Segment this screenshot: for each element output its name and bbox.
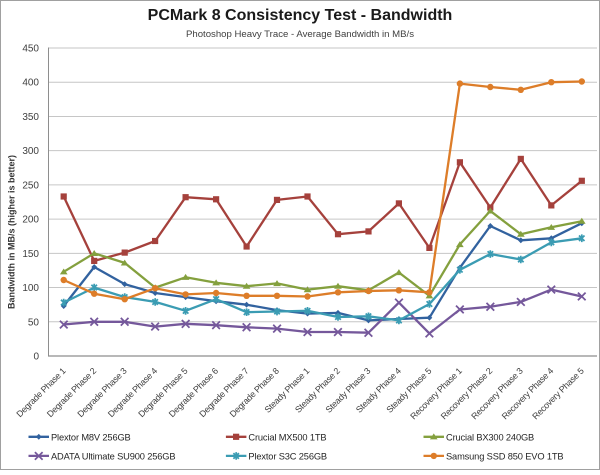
svg-text:250: 250	[22, 180, 39, 191]
svg-text:Crucial MX500 1TB: Crucial MX500 1TB	[248, 432, 326, 442]
svg-text:300: 300	[22, 146, 39, 157]
svg-text:Plextor M8V 256GB: Plextor M8V 256GB	[51, 432, 131, 442]
svg-text:350: 350	[22, 112, 39, 123]
svg-text:0: 0	[33, 352, 39, 363]
svg-text:PCMark 8 Consistency Test - Ba: PCMark 8 Consistency Test - Bandwidth	[148, 7, 453, 24]
svg-text:Bandwidth in MB/s (higher is b: Bandwidth in MB/s (higher is better)	[6, 155, 16, 309]
svg-text:100: 100	[22, 283, 39, 294]
svg-text:Photoshop Heavy Trace - Averag: Photoshop Heavy Trace - Average Bandwidt…	[186, 29, 414, 40]
svg-text:400: 400	[22, 78, 39, 89]
svg-text:50: 50	[28, 317, 40, 328]
svg-text:200: 200	[22, 215, 39, 226]
svg-text:150: 150	[22, 249, 39, 260]
svg-text:Samsung SSD 850 EVO 1TB: Samsung SSD 850 EVO 1TB	[446, 451, 563, 461]
svg-text:ADATA Ultimate SU900 256GB: ADATA Ultimate SU900 256GB	[51, 451, 175, 461]
svg-text:450: 450	[22, 44, 39, 55]
svg-text:Plextor S3C 256GB: Plextor S3C 256GB	[248, 451, 327, 461]
svg-text:Crucial BX300 240GB: Crucial BX300 240GB	[446, 432, 534, 442]
